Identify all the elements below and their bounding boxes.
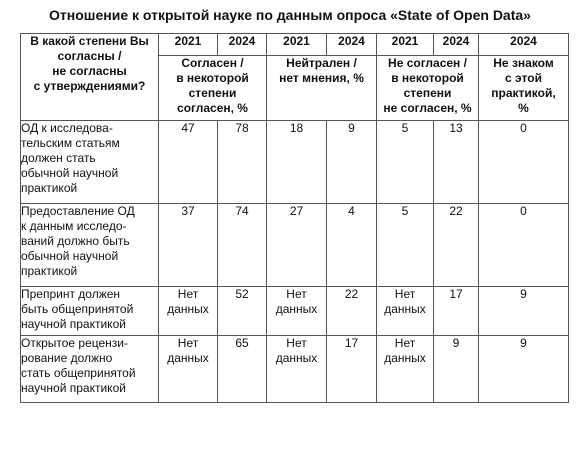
statement-cell: Предоставление ОД к данным исследо- вани… — [20, 203, 159, 287]
value-cell: 0 — [478, 203, 569, 287]
survey-table: В какой степени Вы согласны / не согласн… — [20, 33, 569, 403]
value-cell: 22 — [433, 203, 479, 287]
value-cell: 65 — [217, 335, 267, 403]
value-cell: 5 — [376, 120, 434, 204]
value-cell: 4 — [326, 203, 377, 287]
value-cell: Нет данных — [376, 286, 434, 336]
value-cell: 9 — [478, 286, 569, 336]
value-cell: 27 — [266, 203, 327, 287]
value-cell: 9 — [433, 335, 479, 403]
category-header-disagree: Не согласен / в некоторой степени не сог… — [376, 55, 479, 121]
year-header: 2024 — [326, 33, 377, 56]
category-header-agree: Согласен / в некоторой степени согласен,… — [158, 55, 267, 121]
value-cell: Нет данных — [158, 286, 218, 336]
year-header: 2024 — [433, 33, 479, 56]
year-header: 2024 — [217, 33, 267, 56]
value-cell: 0 — [478, 120, 569, 204]
year-header: 2024 — [478, 33, 569, 56]
category-header-unfamiliar: Не знаком с этой практикой, % — [478, 55, 569, 121]
value-cell: Нет данных — [376, 335, 434, 403]
table-row: Препринт должен быть общепринятой научно… — [20, 286, 569, 336]
value-cell: 18 — [266, 120, 327, 204]
table-row: ОД к исследова- тельским статьям должен … — [20, 120, 569, 204]
value-cell: 37 — [158, 203, 218, 287]
value-cell: Нет данных — [266, 286, 327, 336]
year-header: 2021 — [376, 33, 434, 56]
question-header: В какой степени Вы согласны / не согласн… — [20, 33, 159, 121]
value-cell: 78 — [217, 120, 267, 204]
year-header: 2021 — [158, 33, 218, 56]
value-cell: 22 — [326, 286, 377, 336]
value-cell: 9 — [478, 335, 569, 403]
header-row-years: В какой степени Вы согласны / не согласн… — [20, 33, 569, 121]
table-row: Открытое рецензи- рование должно стать о… — [20, 335, 569, 403]
value-cell: Нет данных — [266, 335, 327, 403]
value-cell: 13 — [433, 120, 479, 204]
page-title: Отношение к открытой науке по данным опр… — [49, 7, 531, 23]
value-cell: 9 — [326, 120, 377, 204]
category-header-neutral: Нейтрален / нет мнения, % — [266, 55, 377, 121]
value-cell: 74 — [217, 203, 267, 287]
statement-cell: Препринт должен быть общепринятой научно… — [20, 286, 159, 336]
value-cell: 17 — [326, 335, 377, 403]
table-row: Предоставление ОД к данным исследо- вани… — [20, 203, 569, 287]
value-cell: 5 — [376, 203, 434, 287]
value-cell: 47 — [158, 120, 218, 204]
value-cell: 52 — [217, 286, 267, 336]
value-cell: 17 — [433, 286, 479, 336]
statement-cell: ОД к исследова- тельским статьям должен … — [20, 120, 159, 204]
value-cell: Нет данных — [158, 335, 218, 403]
statement-cell: Открытое рецензи- рование должно стать о… — [20, 335, 159, 403]
year-header: 2021 — [266, 33, 327, 56]
